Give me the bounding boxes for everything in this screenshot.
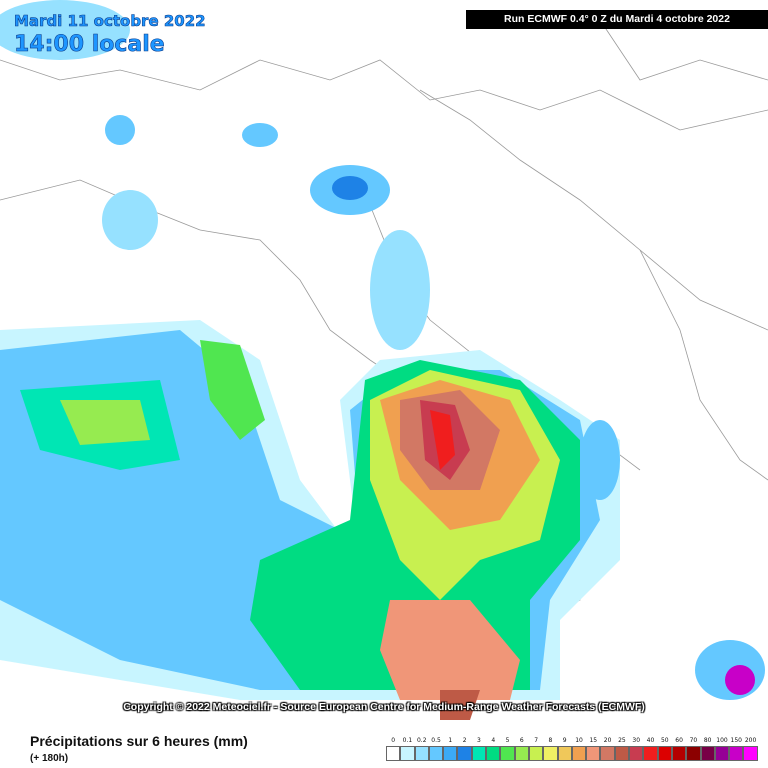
colorbar-swatch bbox=[571, 746, 587, 761]
colorbar-step: 9 bbox=[557, 736, 572, 761]
forecast-date: Mardi 11 octobre 2022 bbox=[14, 12, 206, 31]
colorbar-swatch bbox=[629, 746, 644, 761]
colorbar-label: 3 bbox=[477, 737, 481, 744]
colorbar-swatch bbox=[743, 746, 758, 761]
colorbar-step: 25 bbox=[614, 736, 630, 761]
colorbar-label: 30 bbox=[632, 737, 641, 744]
colorbar-step: 60 bbox=[671, 736, 687, 761]
colorbar-swatch bbox=[614, 746, 630, 761]
colorbar-swatch bbox=[514, 746, 529, 761]
colorbar-step: 70 bbox=[686, 736, 701, 761]
colorbar-label: 25 bbox=[618, 737, 626, 744]
colorbar-step: 0 bbox=[386, 736, 401, 761]
colorbar-label: 0.5 bbox=[431, 737, 441, 744]
colorbar-swatch bbox=[528, 746, 544, 761]
legend-title: Précipitations sur 6 heures (mm) bbox=[30, 733, 248, 749]
colorbar-swatch bbox=[457, 746, 472, 761]
colorbar-label: 200 bbox=[744, 737, 757, 744]
colorbar-step: 5 bbox=[500, 736, 515, 761]
colorbar-label: 150 bbox=[730, 737, 742, 744]
colorbar-swatch bbox=[443, 746, 458, 761]
precip-areas bbox=[0, 0, 765, 720]
colorbar-swatch bbox=[671, 746, 687, 761]
colorbar-swatch bbox=[400, 746, 415, 761]
copyright: Copyright © 2022 Meteociel.fr - Source E… bbox=[123, 701, 645, 713]
colorbar-step: 3 bbox=[471, 736, 487, 761]
colorbar-step: 2 bbox=[457, 736, 472, 761]
colorbar-label: 10 bbox=[575, 737, 583, 744]
colorbar-step: 0.5 bbox=[428, 736, 444, 761]
colorbar-step: 20 bbox=[600, 736, 615, 761]
colorbar-label: 60 bbox=[675, 737, 683, 744]
colorbar-step: 10 bbox=[571, 736, 587, 761]
colorbar-label: 8 bbox=[548, 737, 553, 744]
colorbar-label: 7 bbox=[534, 737, 539, 744]
forecast-time: 14:00 locale bbox=[14, 32, 165, 58]
colorbar-swatch bbox=[557, 746, 572, 761]
colorbar-step: 100 bbox=[714, 736, 730, 761]
colorbar-swatch bbox=[600, 746, 615, 761]
colorbar-label: 50 bbox=[660, 737, 669, 744]
colorbar-label: 4 bbox=[491, 737, 496, 744]
colorbar-label: 9 bbox=[562, 737, 567, 744]
legend: Précipitations sur 6 heures (mm) (+ 180h… bbox=[0, 728, 768, 768]
colorbar-label: 100 bbox=[716, 737, 728, 744]
colorbar-swatch bbox=[386, 746, 401, 761]
colorbar-swatch bbox=[657, 746, 672, 761]
colorbar-swatch bbox=[586, 746, 601, 761]
colorbar-label: 80 bbox=[703, 737, 712, 744]
colorbar-swatch bbox=[486, 746, 501, 761]
colorbar-step: 50 bbox=[657, 736, 672, 761]
colorbar-label: 0.1 bbox=[402, 737, 413, 744]
colorbar-step: 15 bbox=[586, 736, 601, 761]
colorbar-step: 7 bbox=[528, 736, 544, 761]
colorbar-step: 30 bbox=[629, 736, 644, 761]
colorbar-swatch bbox=[471, 746, 487, 761]
precip-map bbox=[0, 0, 768, 720]
colorbar-step: 80 bbox=[700, 736, 715, 761]
legend-lead: (+ 180h) bbox=[30, 753, 69, 764]
colorbar-label: 6 bbox=[519, 737, 524, 744]
colorbar-label: 5 bbox=[505, 737, 510, 744]
colorbar-step: 0.2 bbox=[414, 736, 429, 761]
colorbar-step: 0.1 bbox=[400, 736, 415, 761]
colorbar-swatch bbox=[543, 746, 558, 761]
colorbar-step: 6 bbox=[514, 736, 529, 761]
colorbar-label: 20 bbox=[603, 737, 612, 744]
colorbar: 0 0.1 0.2 0.5 1 2 3 4 5 6 7 8 9 10 15 20 25 30 40 50 60 70 80 1… bbox=[386, 736, 758, 761]
colorbar-label: 0 bbox=[391, 737, 396, 744]
colorbar-step: 40 bbox=[643, 736, 658, 761]
colorbar-step: 1 bbox=[443, 736, 458, 761]
run-info: Run ECMWF 0.4° 0 Z du Mardi 4 octobre 20… bbox=[466, 10, 768, 29]
colorbar-swatch bbox=[500, 746, 515, 761]
colorbar-label: 15 bbox=[589, 737, 598, 744]
colorbar-swatch bbox=[643, 746, 658, 761]
colorbar-label: 2 bbox=[462, 737, 467, 744]
colorbar-swatch bbox=[714, 746, 730, 761]
colorbar-step: 4 bbox=[486, 736, 501, 761]
colorbar-label: 1 bbox=[448, 737, 453, 744]
colorbar-label: 40 bbox=[646, 737, 655, 744]
colorbar-label: 0.2 bbox=[416, 737, 427, 744]
colorbar-swatch bbox=[428, 746, 444, 761]
colorbar-swatch bbox=[686, 746, 701, 761]
colorbar-label: 70 bbox=[689, 737, 698, 744]
colorbar-step: 200 bbox=[743, 736, 758, 761]
colorbar-step: 8 bbox=[543, 736, 558, 761]
colorbar-swatch bbox=[414, 746, 429, 761]
colorbar-step: 150 bbox=[729, 736, 744, 761]
colorbar-swatch bbox=[700, 746, 715, 761]
colorbar-swatch bbox=[729, 746, 744, 761]
